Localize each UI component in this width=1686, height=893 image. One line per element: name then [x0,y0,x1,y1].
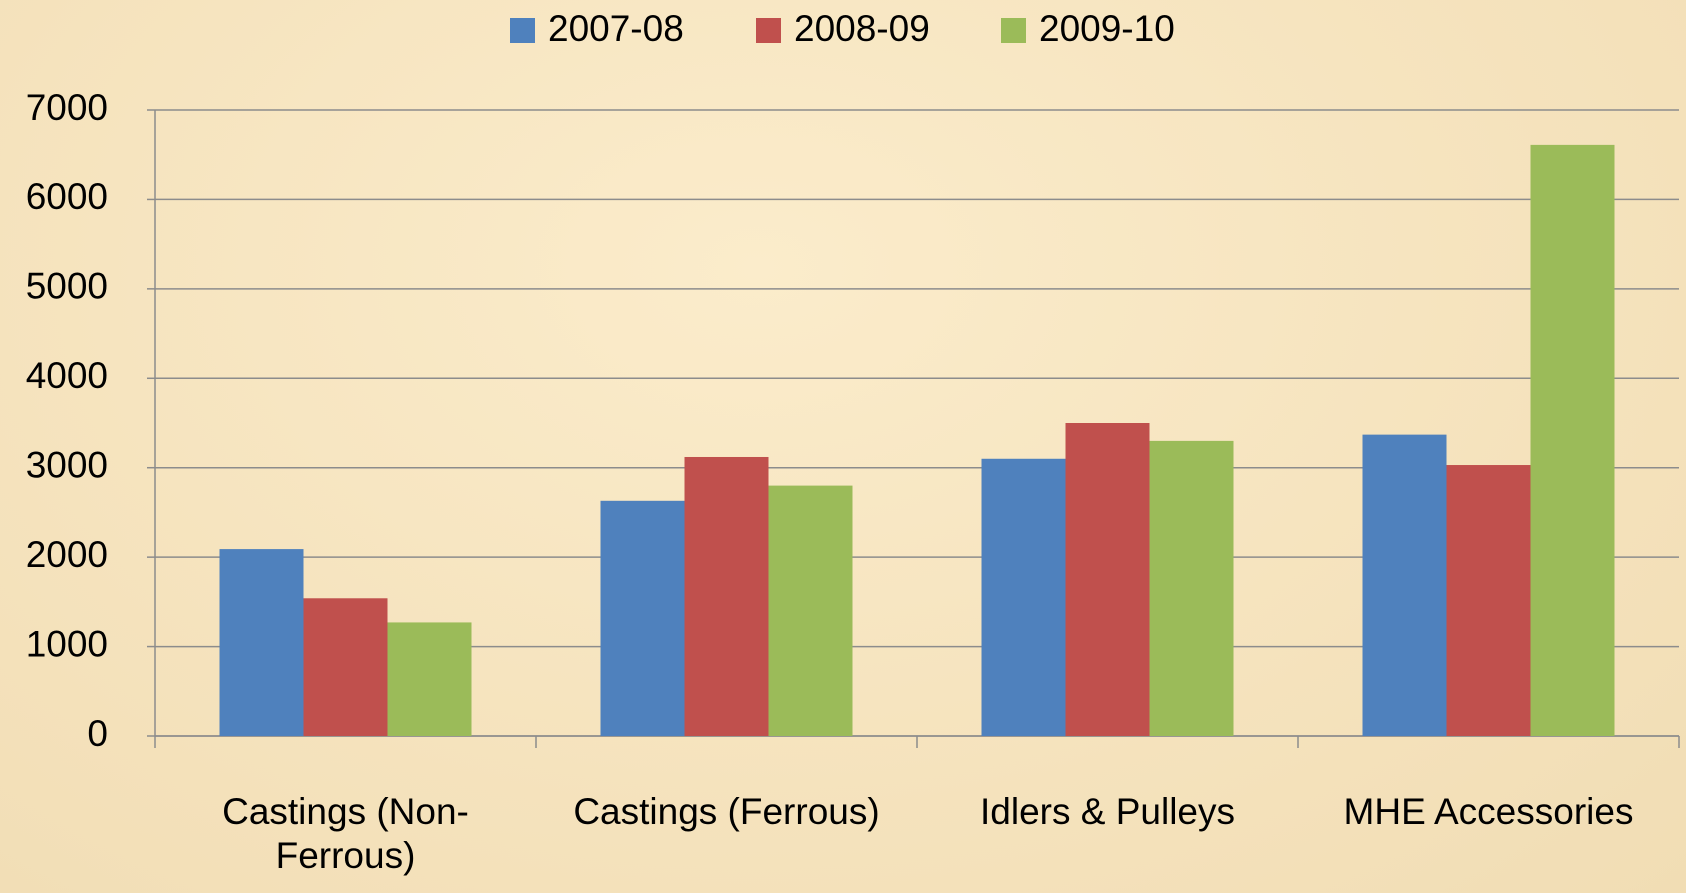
bar [1149,440,1234,736]
legend-swatch [756,18,781,43]
y-tick-label: 1000 [26,623,108,664]
x-tick-label: MHE Accessories [1343,791,1634,832]
y-tick-label: 3000 [26,444,108,485]
legend-swatch [1001,18,1026,43]
y-tick-label: 7000 [26,87,108,128]
legend-label: 2008-09 [794,8,930,49]
y-tick-label: 4000 [26,355,108,396]
bar [1065,423,1150,736]
bar [303,598,388,736]
legend-label: 2009-10 [1039,8,1175,49]
y-tick-label: 6000 [26,176,108,217]
bar [387,622,472,736]
bar [981,458,1066,736]
y-tick-label: 2000 [26,534,108,575]
bar [219,549,304,736]
y-tick-label: 5000 [26,266,108,307]
x-tick-label: Castings (Ferrous) [573,791,880,832]
bar [1362,434,1447,736]
bar [684,456,769,736]
bar [1530,144,1615,736]
x-tick-label: Idlers & Pulleys [980,791,1235,832]
x-tick-label: Castings (Non-Ferrous) [222,791,469,876]
bar [1446,465,1531,736]
bar [768,485,853,736]
legend-swatch [510,18,535,43]
bar [600,500,685,736]
y-tick-label: 0 [87,713,108,754]
legend-label: 2007-08 [548,8,684,49]
